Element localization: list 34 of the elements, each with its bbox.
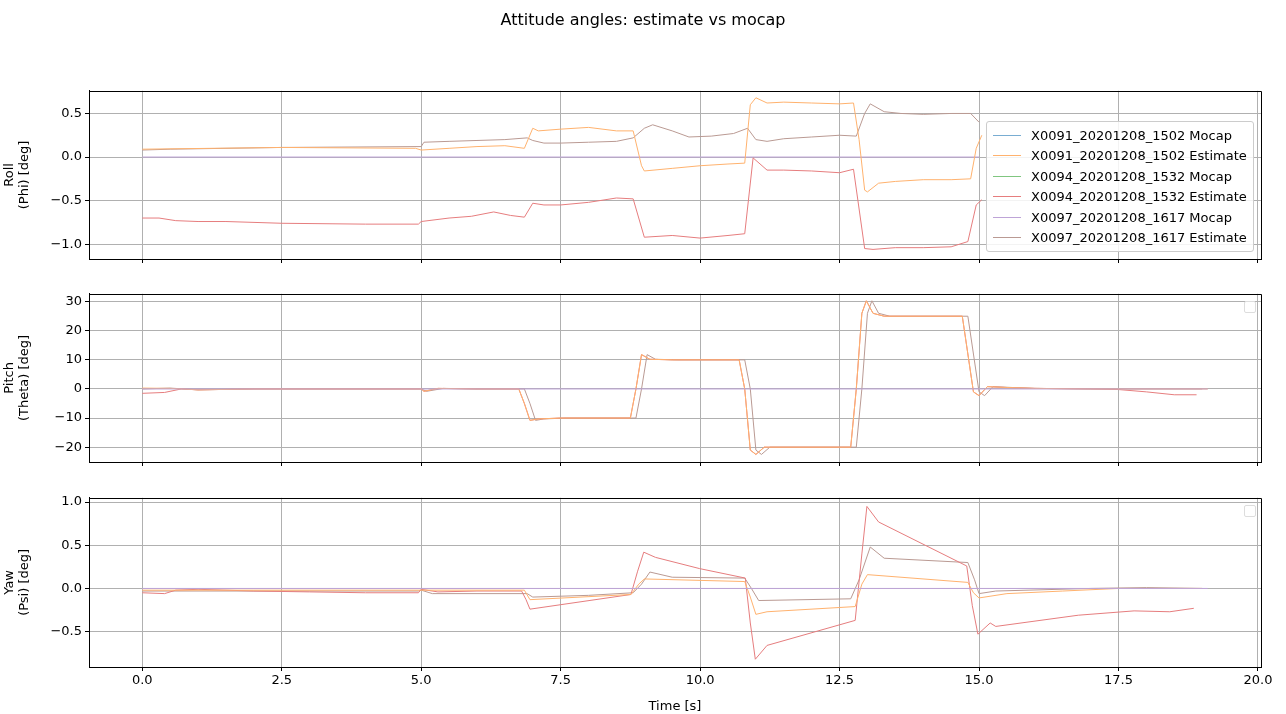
y-tick-label: 0.0: [61, 148, 82, 164]
x-tick-label: 5.0: [410, 672, 432, 688]
x-tick-label: 7.5: [550, 672, 571, 688]
y-tick-label: 10: [65, 351, 82, 367]
legend-label: X0094_20201208_1532 Mocap: [1031, 168, 1232, 184]
x-tick-label: 12.5: [825, 672, 855, 688]
y-tick-label: 30: [65, 293, 82, 309]
x-tick-label: 2.5: [271, 672, 293, 688]
chart-title: Attitude angles: estimate vs mocap: [499, 10, 787, 29]
legend-label: X0097_20201208_1617 Estimate: [1031, 230, 1247, 246]
y-tick-label: 0.5: [61, 104, 82, 120]
y-axis-title: Roll (Phi) [deg]: [0, 140, 31, 210]
y-tick-label: −0.5: [50, 622, 82, 638]
y-tick-label: −1.0: [50, 235, 82, 251]
y-tick-label: 0.0: [61, 579, 82, 595]
x-tick-label: 20.0: [1243, 672, 1273, 688]
x-tick-label: 0.0: [131, 672, 153, 688]
x-tick-label: 15.0: [964, 672, 994, 688]
legend-label: X0094_20201208_1532 Estimate: [1031, 189, 1247, 205]
y-tick-label: 1.0: [61, 493, 82, 509]
y-tick-label: −10: [54, 409, 82, 425]
x-tick-label: 17.5: [1104, 672, 1133, 688]
x-tick-label: 10.0: [685, 672, 715, 688]
legend-label: X0097_20201208_1617 Mocap: [1031, 209, 1232, 225]
y-axis-title: Pitch (Theta) [deg]: [0, 334, 31, 421]
legend-label: X0091_20201208_1502 Mocap: [1031, 127, 1232, 143]
x-axis-title: Time [s]: [647, 697, 702, 713]
legend-label: X0091_20201208_1502 Estimate: [1031, 148, 1247, 164]
y-tick-label: −0.5: [50, 191, 82, 207]
y-tick-label: 0.5: [61, 536, 82, 552]
y-tick-label: −20: [54, 438, 82, 454]
y-axis-title: Yaw (Psi) [deg]: [0, 548, 31, 616]
y-tick-label: 20: [65, 322, 82, 338]
y-tick-label: 0: [73, 380, 82, 396]
